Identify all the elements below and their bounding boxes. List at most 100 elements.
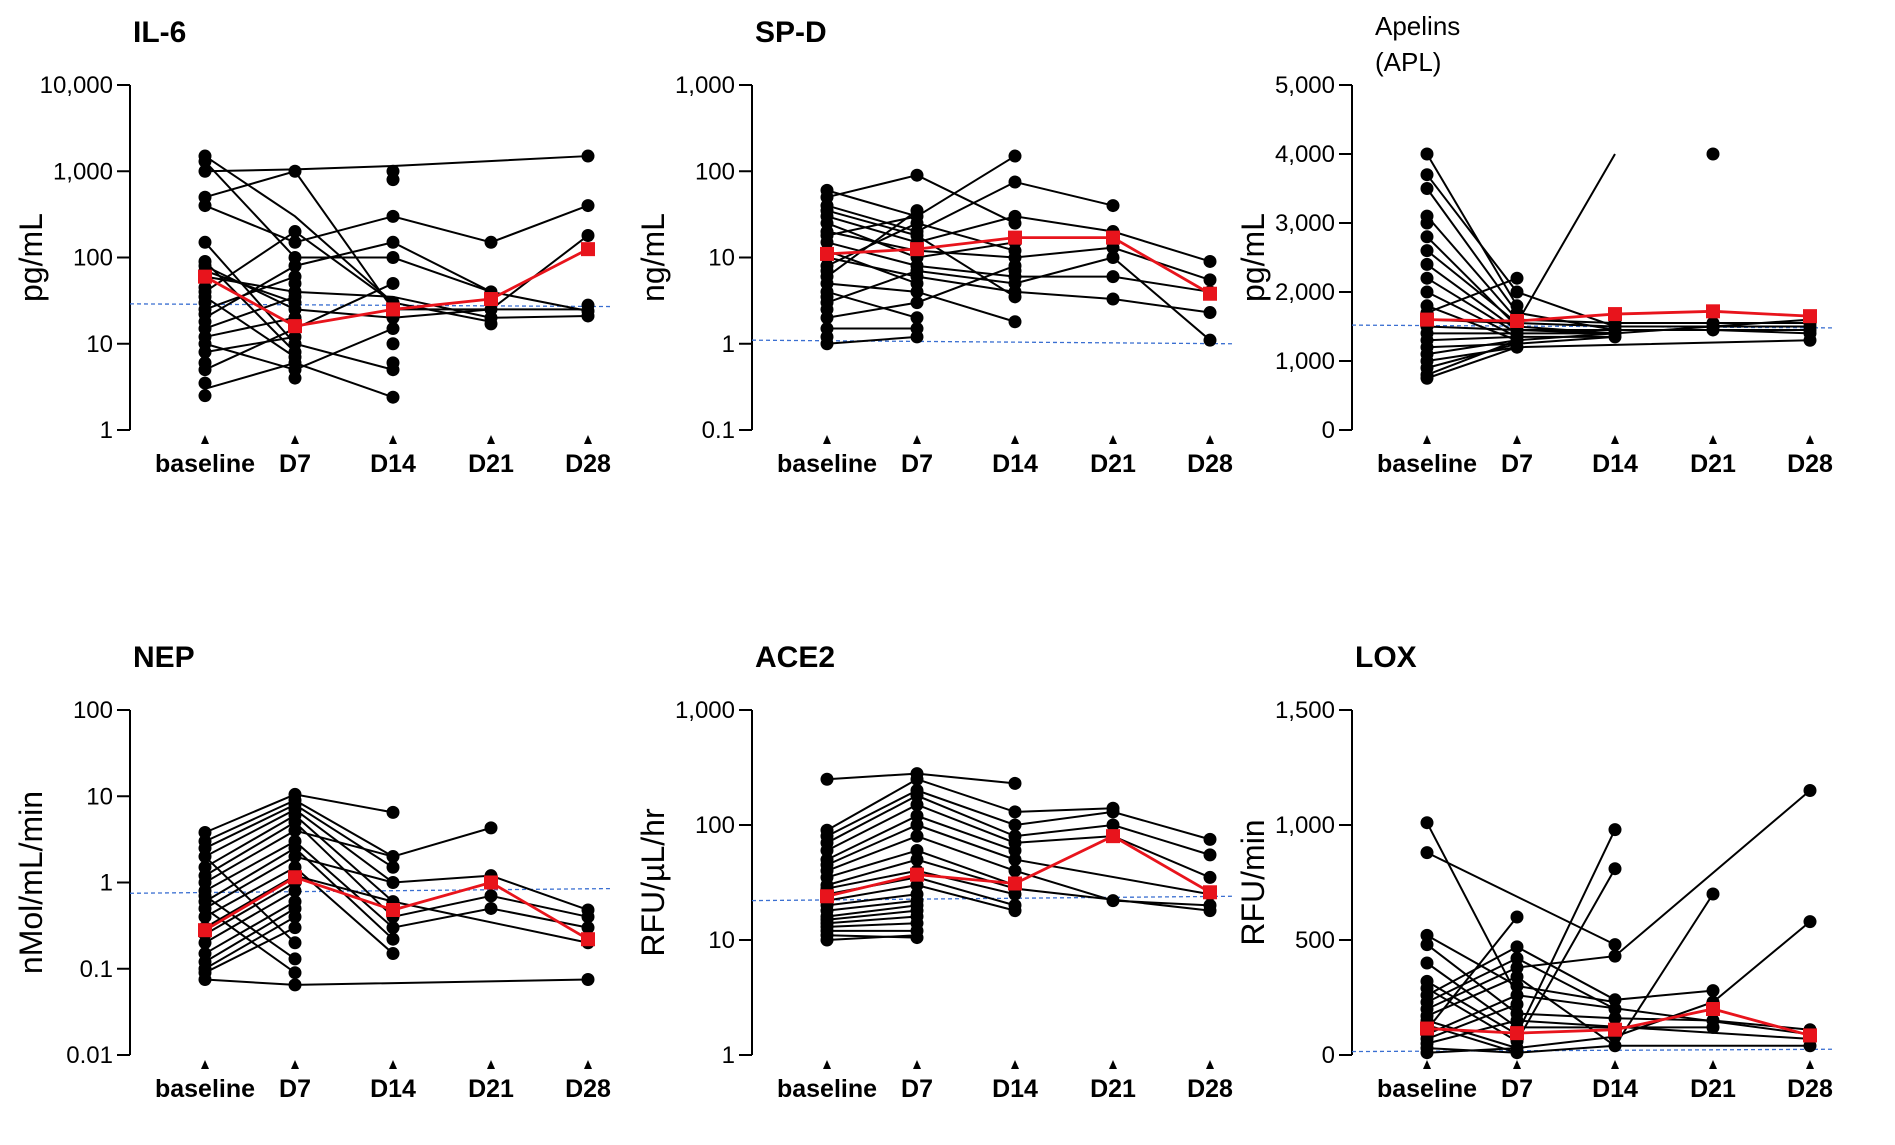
panel-nep: NEP 0.01 0.1 1 10 100 nMol/mL/min baseline D7 D14… [0, 625, 620, 1145]
nep-individual-lines [204, 793, 589, 986]
apl-individual-line [1426, 335, 1518, 342]
lox-data-point [1510, 979, 1524, 993]
spd-data-point [1106, 270, 1120, 284]
apl-individual-line [1426, 304, 1518, 342]
lox-data-point [1510, 961, 1524, 975]
lox-data-point [1420, 816, 1434, 830]
lox-x-tick [1709, 1060, 1717, 1069]
nep-data-point [484, 901, 498, 915]
il6-data-point [386, 209, 400, 223]
spd-data-point [1106, 199, 1120, 213]
apl-data-point [1420, 209, 1434, 223]
apl-data-point [1420, 244, 1434, 258]
spd-y-tick-label: 10 [708, 245, 735, 272]
il6-data-point [198, 235, 212, 249]
spd-y-tick-label: 1 [722, 331, 735, 358]
lox-median-point [1420, 1021, 1434, 1036]
ace2-data-point [910, 844, 924, 858]
spd-median-point [1203, 286, 1217, 301]
spd-data-point [1203, 254, 1217, 268]
il6-x-tick [389, 435, 397, 444]
spd-x-tick [913, 435, 921, 444]
apl-x-tick [1709, 435, 1717, 444]
nep-x-tick-label: D7 [279, 1075, 311, 1103]
lox-data-point [1608, 862, 1622, 876]
ace2-y-tick-label: 1 [722, 1042, 735, 1069]
lox-individual-line [1426, 1047, 1518, 1054]
ace2-median-point [1008, 876, 1022, 891]
il6-data-point [484, 235, 498, 249]
il6-data-point [581, 298, 595, 312]
ace2-x-tick-label: baseline [777, 1075, 877, 1103]
lox-data-point [1608, 949, 1622, 963]
ace2-data-point [1008, 776, 1022, 790]
il6-y-tick-label: 1 [100, 417, 113, 444]
apl-individual-line [1426, 342, 1518, 369]
lox-individual-line [1426, 962, 1713, 1029]
nep-individual-line [204, 874, 589, 944]
lox-data-point [1706, 1014, 1720, 1027]
ace2-data-point [910, 853, 924, 867]
il6-median-point [386, 302, 400, 317]
apl-title-line: (APL) [1375, 47, 1441, 77]
ace2-individual-line [826, 915, 918, 925]
apl-individual-line [1426, 153, 1518, 307]
lox-median-point [1706, 1002, 1720, 1016]
spd-x-tick-label: baseline [777, 450, 877, 478]
apl-y-label: pg/mL [1235, 213, 1271, 302]
il6-title: IL-6 [133, 16, 186, 49]
spd-y-label: ng/mL [635, 213, 671, 302]
apl-y-tick-label: 5,000 [1275, 72, 1335, 99]
lox-data-point [1608, 1011, 1622, 1025]
il6-data-point [386, 251, 400, 264]
nep-data-point [386, 932, 400, 946]
spd-data-point [820, 322, 834, 336]
spd-data-point [1203, 333, 1217, 347]
lox-y-tick-label: 500 [1295, 927, 1335, 954]
ace2-median-point [820, 889, 834, 904]
apl-x-tick [1513, 435, 1521, 444]
lox-median-point [1803, 1028, 1817, 1043]
apl-y-tick-label: 2,000 [1275, 279, 1335, 306]
ace2-individual-line [826, 909, 918, 921]
apl-x-tick [1611, 435, 1619, 444]
apl-data-point [1420, 257, 1434, 271]
nep-data-point [288, 787, 302, 801]
lox-y-label: RFU/min [1235, 819, 1271, 945]
nep-chart: NEP 0.01 0.1 1 10 100 nMol/mL/min baseline D7 D14… [13, 641, 611, 1103]
spd-data-point [910, 168, 924, 182]
spd-data-point [1106, 251, 1120, 264]
spd-y-tick-label: 0.1 [702, 417, 735, 444]
il6-x-tick [487, 435, 495, 444]
il6-individual-line [204, 275, 296, 311]
spd-x-tick [1109, 435, 1117, 444]
il6-individual-points [198, 149, 595, 404]
nep-data-point [386, 921, 400, 935]
il6-data-point [386, 356, 400, 370]
lox-data-point [1510, 951, 1524, 965]
ace2-individual-line [826, 934, 918, 939]
lox-y-tick-label: 0 [1322, 1042, 1335, 1069]
spd-x-tick [1011, 435, 1019, 444]
nep-y-tick-label: 0.1 [80, 956, 113, 983]
apl-individual-line [1426, 277, 1518, 335]
il6-data-point [386, 276, 400, 290]
apl-title-line: Apelins [1375, 11, 1460, 41]
nep-y-tick-label: 100 [73, 697, 113, 724]
figure: IL-6 1 10 100 1,000 10,000 pg/mL baseline D7 D14 D… [13, 11, 1833, 1103]
nep-data-point [198, 825, 212, 839]
spd-individual-line [826, 335, 918, 345]
nep-individual-line [204, 978, 589, 986]
nep-individual-line [204, 907, 296, 974]
lox-data-point [1420, 974, 1434, 988]
ace2-individual-line [826, 922, 918, 928]
il6-median-point [198, 269, 212, 284]
spd-data-point [910, 296, 924, 310]
nep-x-tick [389, 1060, 397, 1069]
nep-data-point [386, 947, 400, 961]
nep-data-point [581, 973, 595, 987]
il6-data-point [288, 235, 302, 249]
il6-data-point [198, 254, 212, 268]
il6-x-tick-label: D7 [279, 450, 311, 478]
ace2-x-tick-label: D21 [1090, 1075, 1136, 1103]
